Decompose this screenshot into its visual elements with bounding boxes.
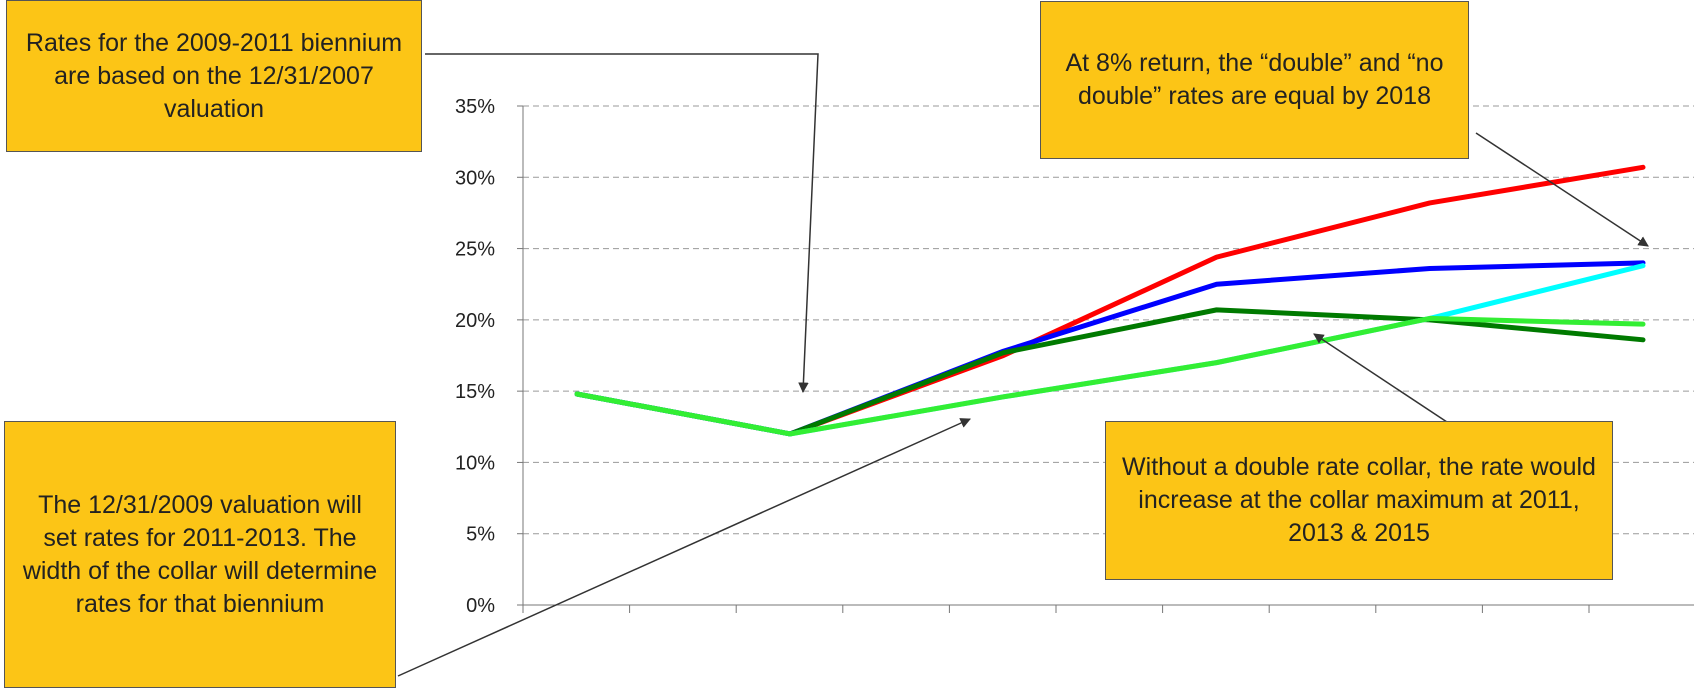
callout-arrow-top-left <box>425 53 819 394</box>
callout-arrows <box>397 53 1649 677</box>
y-tick-label: 0% <box>466 595 495 617</box>
callout-arrow-bottom-right <box>1313 333 1454 427</box>
annotation-top-left: Rates for the 2009-2011 biennium are bas… <box>6 0 422 152</box>
series-line-4 <box>574 263 1646 437</box>
series-line-2 <box>574 260 1646 437</box>
series-line-1 <box>574 164 1646 437</box>
axes <box>517 105 1694 613</box>
series-line-5 <box>574 315 1646 437</box>
annotation-bottom-right: Without a double rate collar, the rate w… <box>1105 421 1613 580</box>
y-tick-label: 5% <box>466 524 495 546</box>
annotation-bottom-left: The 12/31/2009 valuation will set rates … <box>4 421 396 688</box>
annotation-top-right: At 8% return, the “double” and “no doubl… <box>1040 1 1469 159</box>
callout-arrow-bottom-left <box>397 418 971 677</box>
y-tick-label: 15% <box>455 381 495 403</box>
series-line-3 <box>574 307 1646 437</box>
series-lines <box>574 164 1646 437</box>
y-tick-label: 20% <box>455 310 495 332</box>
gridlines <box>523 105 1694 535</box>
y-tick-label: 35% <box>455 96 495 118</box>
y-tick-label: 25% <box>455 239 495 261</box>
y-axis-ticks: 0% 5% 10% 15% 20% 25% 30% 35% <box>455 96 495 617</box>
callout-arrow-top-right <box>1475 132 1649 247</box>
y-tick-label: 30% <box>455 167 495 189</box>
y-tick-label: 10% <box>455 452 495 474</box>
